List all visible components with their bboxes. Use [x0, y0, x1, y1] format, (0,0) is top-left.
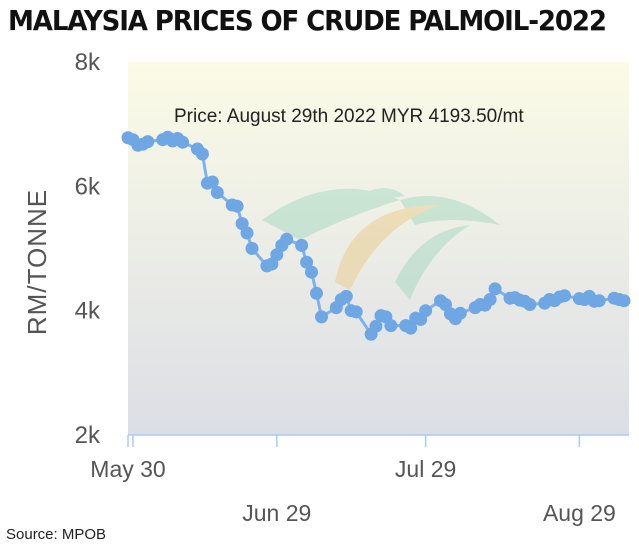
- data-point[interactable]: [488, 282, 502, 296]
- y-tick-label: 2k: [75, 422, 101, 449]
- data-point[interactable]: [141, 135, 155, 149]
- x-tick-label: May 30: [90, 456, 165, 482]
- y-axis-label: RM/TONNE: [22, 189, 52, 335]
- data-point[interactable]: [419, 304, 433, 318]
- data-point[interactable]: [310, 286, 323, 300]
- data-point[interactable]: [617, 294, 631, 308]
- data-point[interactable]: [305, 265, 318, 279]
- plot-background: [128, 62, 629, 435]
- data-point[interactable]: [483, 293, 497, 306]
- data-point[interactable]: [453, 306, 467, 320]
- y-tick-label: 8k: [75, 49, 101, 76]
- data-point[interactable]: [523, 298, 537, 311]
- chart-title: MALAYSIA PRICES OF CRUDE PALMOIL-2022: [8, 4, 607, 37]
- x-tick-label: Jun 29: [242, 500, 311, 526]
- data-point[interactable]: [349, 305, 363, 319]
- data-point[interactable]: [295, 238, 309, 252]
- data-point[interactable]: [384, 319, 398, 333]
- source-note: Source: MPOB: [6, 526, 107, 543]
- data-point[interactable]: [210, 186, 224, 199]
- data-point[interactable]: [300, 255, 314, 269]
- x-tick-label: Aug 29: [543, 500, 616, 526]
- watermark-logo-icon: [262, 188, 500, 300]
- data-point[interactable]: [245, 242, 259, 255]
- data-point[interactable]: [315, 310, 328, 324]
- data-point[interactable]: [240, 226, 254, 240]
- data-point[interactable]: [280, 232, 294, 246]
- data-point[interactable]: [205, 175, 219, 189]
- y-tick-label: 6k: [75, 173, 101, 200]
- data-point[interactable]: [230, 199, 244, 213]
- data-point[interactable]: [176, 135, 190, 149]
- data-point[interactable]: [339, 289, 353, 303]
- data-point[interactable]: [558, 289, 571, 303]
- data-point[interactable]: [592, 294, 606, 308]
- data-point[interactable]: [369, 319, 383, 333]
- data-point[interactable]: [195, 147, 209, 161]
- y-tick-label: 4k: [75, 298, 101, 325]
- data-point[interactable]: [404, 321, 418, 335]
- x-tick-label: Jul 29: [395, 456, 456, 482]
- price-annotation: Price: August 29th 2022 MYR 4193.50/mt: [174, 106, 524, 127]
